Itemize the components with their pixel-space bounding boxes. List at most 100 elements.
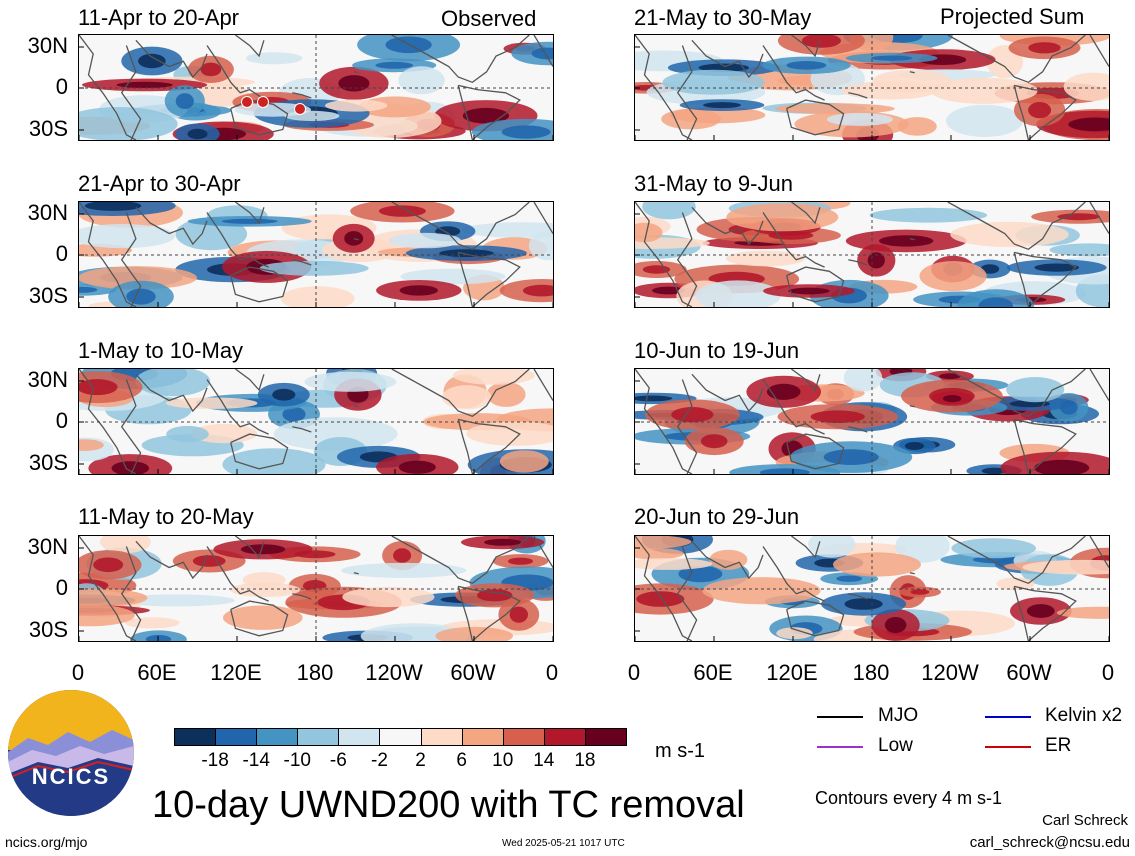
coastline: [791, 202, 821, 225]
coastline: [353, 71, 359, 74]
westerly-anomaly-core: [398, 460, 436, 474]
easterly-anomaly-core: [79, 286, 98, 293]
easterly-anomaly: [388, 232, 462, 249]
map-panel: [634, 535, 1110, 642]
westerly-anomaly: [635, 558, 713, 570]
easterly-anomaly: [826, 112, 893, 126]
westerly-anomaly: [165, 397, 258, 409]
westerly-anomaly-core: [879, 235, 934, 247]
easterly-anomaly: [79, 107, 178, 140]
colorbar-label: 10: [492, 750, 514, 771]
easterly-anomaly-core: [221, 218, 278, 224]
colorbar-segment: [543, 728, 586, 746]
ncics-logo-text: NCICS: [31, 764, 111, 789]
anomaly-map: [79, 536, 553, 641]
coastline: [691, 206, 764, 246]
coastline: [947, 369, 1086, 418]
westerly-anomaly: [325, 99, 388, 112]
colorbar-label: 6: [456, 750, 467, 771]
coastline: [230, 433, 289, 470]
map-panel: [78, 34, 554, 141]
coastline: [458, 585, 521, 641]
westerly-anomaly-core: [642, 265, 671, 274]
coastline: [206, 212, 269, 268]
easterly-anomaly: [461, 222, 553, 238]
coastline: [353, 405, 359, 408]
westerly-anomaly-core: [1028, 102, 1052, 119]
easterly-anomaly-core: [1034, 263, 1080, 272]
easterly-anomaly-core: [904, 442, 924, 450]
easterly-anomaly-core: [175, 93, 194, 109]
coastline: [635, 369, 693, 474]
coastline: [1014, 418, 1077, 474]
easterly-anomaly-core: [84, 202, 142, 211]
anomaly-map: [79, 35, 553, 140]
colorbar-label: -10: [283, 750, 311, 771]
footer-email[interactable]: carl_schreck@ncsu.edu: [969, 834, 1130, 851]
tropical-cyclone-marker: [257, 96, 269, 108]
coastline: [947, 35, 1086, 84]
easterly-anomaly-core: [823, 449, 879, 465]
westerly-anomaly-core: [476, 589, 513, 602]
coastline: [1014, 251, 1077, 307]
easterly-anomaly: [398, 66, 445, 95]
coastline: [676, 546, 698, 641]
y-tick-label: 30S: [28, 617, 68, 642]
coastline: [791, 536, 821, 559]
westerly-anomaly: [833, 552, 921, 577]
colorbar-segment: [215, 728, 258, 746]
legend-er-line: [985, 746, 1031, 748]
westerly-anomaly-core: [192, 555, 226, 567]
x-tick-label: 120E: [766, 660, 818, 685]
easterly-anomaly-core: [786, 61, 827, 70]
y-tick-label: 30S: [28, 450, 68, 475]
coastline: [235, 369, 265, 392]
x-tick-label: 180: [852, 660, 890, 685]
legend-mjo-line: [817, 716, 863, 718]
colorbar-segment: [379, 728, 422, 746]
westerly-anomaly-core: [399, 285, 438, 296]
westerly-anomaly: [661, 108, 721, 130]
westerly-anomaly: [1056, 606, 1109, 619]
westerly-anomaly: [280, 286, 355, 307]
colorbar-label: 14: [533, 750, 555, 771]
easterly-anomaly-core: [439, 249, 494, 257]
westerly-anomaly: [441, 385, 492, 410]
colorbar-segment: [256, 728, 299, 746]
coastline: [947, 202, 1086, 251]
coastline: [135, 39, 208, 79]
map-panel: [634, 34, 1110, 141]
map-panel: [78, 535, 554, 642]
easterly-anomaly: [695, 280, 781, 307]
coastline: [1014, 585, 1077, 641]
easterly-anomaly: [273, 417, 398, 451]
coastline: [457, 586, 474, 641]
map-panel: [634, 368, 1110, 475]
colorbar-label: -14: [242, 750, 270, 771]
coastline: [391, 202, 530, 251]
x-tick-label: 120E: [210, 660, 262, 685]
footer-site-link[interactable]: ncics.org/mjo: [5, 834, 88, 850]
coastline: [786, 266, 845, 303]
easterly-anomaly: [1049, 243, 1109, 257]
coastline: [635, 35, 693, 140]
anomaly-map: [635, 369, 1109, 474]
westerly-anomaly-core: [522, 284, 553, 297]
y-tick-label: 30S: [28, 283, 68, 308]
westerly-anomaly: [499, 450, 549, 473]
map-panel: [634, 201, 1110, 308]
westerly-anomaly-core: [801, 35, 841, 48]
westerly-anomaly-core: [636, 591, 685, 607]
coastline: [135, 373, 208, 413]
westerly-anomaly: [776, 627, 813, 640]
coastline: [909, 71, 915, 74]
coastline: [1013, 419, 1030, 474]
coastline: [786, 99, 845, 136]
easterly-anomaly-core: [759, 468, 810, 474]
panel-title: 31-May to 9-Jun: [634, 171, 793, 196]
easterly-anomaly: [895, 536, 950, 563]
panel-title: 11-May to 20-May: [78, 504, 254, 529]
anomaly-map: [79, 369, 553, 474]
westerly-anomaly-core: [943, 395, 962, 403]
westerly-anomaly-core: [378, 205, 426, 217]
